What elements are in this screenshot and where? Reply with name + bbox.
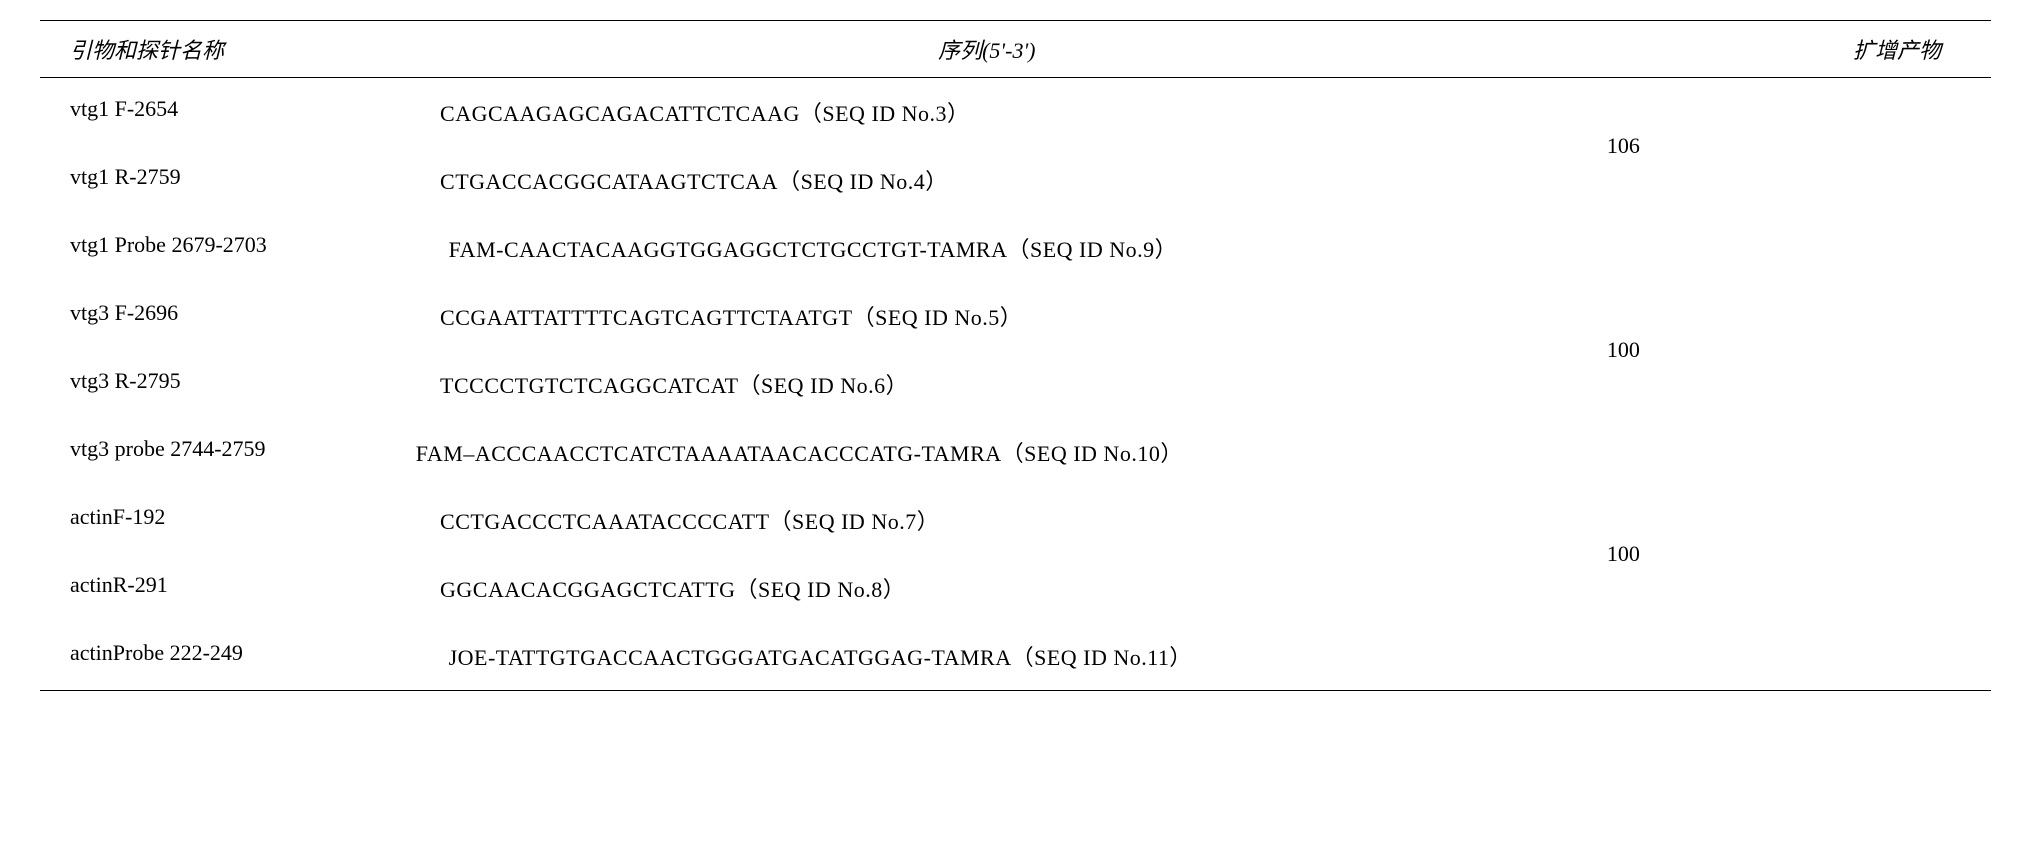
primer-sequence: CCTGACCCTCAAATACCCCATT（SEQ ID No.7） bbox=[400, 504, 1577, 536]
primer-name: vtg1 Probe 2679-2703 bbox=[40, 232, 409, 264]
primer-name: vtg3 R-2795 bbox=[40, 368, 400, 400]
table-row: vtg3 F-2696 CCGAATTATTTTCAGTCAGTTCTAATGT… bbox=[40, 282, 1577, 350]
table-header: 引物和探针名称 序列(5'-3') 扩增产物 bbox=[40, 20, 1991, 78]
table-row: actinF-192 CCTGACCCTCAAATACCCCATT（SEQ ID… bbox=[40, 486, 1577, 554]
primer-name: actinF-192 bbox=[40, 504, 400, 536]
product-size: 100 bbox=[1577, 541, 1991, 567]
row-group-2: vtg3 F-2696 CCGAATTATTTTCAGTCAGTTCTAATGT… bbox=[40, 282, 1991, 418]
header-name: 引物和探针名称 bbox=[40, 33, 407, 65]
table-row: vtg1 F-2654 CAGCAAGAGCAGACATTCTCAAG（SEQ … bbox=[40, 78, 1577, 146]
primer-name: vtg1 F-2654 bbox=[40, 96, 400, 128]
product-size: 106 bbox=[1577, 133, 1991, 159]
primer-sequence: CAGCAAGAGCAGACATTCTCAAG（SEQ ID No.3） bbox=[400, 96, 1577, 128]
primer-sequence: CCGAATTATTTTCAGTCAGTTCTAATGT（SEQ ID No.5… bbox=[400, 300, 1577, 332]
primer-table: 引物和探针名称 序列(5'-3') 扩增产物 vtg1 F-2654 CAGCA… bbox=[40, 20, 1991, 691]
primer-sequence: TCCCCTGTCTCAGGCATCAT（SEQ ID No.6） bbox=[400, 368, 1577, 400]
table-row: vtg3 probe 2744-2759 FAM–ACCCAACCTCATCTA… bbox=[40, 418, 1991, 486]
table-row: actinProbe 222-249 JOE-TATTGTGACCAACTGGG… bbox=[40, 622, 1991, 690]
primer-name: vtg1 R-2759 bbox=[40, 164, 400, 196]
product-size: 100 bbox=[1577, 337, 1991, 363]
primer-sequence: FAM–ACCCAACCTCATCTAAAATAACACCCATG-TAMRA（… bbox=[416, 436, 1991, 468]
primer-name: actinProbe 222-249 bbox=[40, 640, 409, 672]
table-row: vtg1 R-2759 CTGACCACGGCATAAGTCTCAA（SEQ I… bbox=[40, 146, 1577, 214]
primer-name: vtg3 probe 2744-2759 bbox=[40, 436, 416, 468]
primer-name: vtg3 F-2696 bbox=[40, 300, 400, 332]
table-row: vtg3 R-2795 TCCCCTGTCTCAGGCATCAT（SEQ ID … bbox=[40, 350, 1577, 418]
primer-sequence: CTGACCACGGCATAAGTCTCAA（SEQ ID No.4） bbox=[400, 164, 1577, 196]
row-group-3: actinF-192 CCTGACCCTCAAATACCCCATT（SEQ ID… bbox=[40, 486, 1991, 622]
primer-sequence: FAM-CAACTACAAGGTGGAGGCTCTGCCTGT-TAMRA（SE… bbox=[409, 232, 1991, 264]
primer-name: actinR-291 bbox=[40, 572, 400, 604]
header-sequence: 序列(5'-3') bbox=[407, 33, 1567, 65]
table-row: vtg1 Probe 2679-2703 FAM-CAACTACAAGGTGGA… bbox=[40, 214, 1991, 282]
header-product: 扩增产物 bbox=[1567, 33, 1991, 65]
primer-sequence: GGCAACACGGAGCTCATTG（SEQ ID No.8） bbox=[400, 572, 1577, 604]
table-row: actinR-291 GGCAACACGGAGCTCATTG（SEQ ID No… bbox=[40, 554, 1577, 622]
table-body: vtg1 F-2654 CAGCAAGAGCAGACATTCTCAAG（SEQ … bbox=[40, 78, 1991, 691]
primer-sequence: JOE-TATTGTGACCAACTGGGATGACATGGAG-TAMRA（S… bbox=[409, 640, 1991, 672]
row-group-1: vtg1 F-2654 CAGCAAGAGCAGACATTCTCAAG（SEQ … bbox=[40, 78, 1991, 214]
